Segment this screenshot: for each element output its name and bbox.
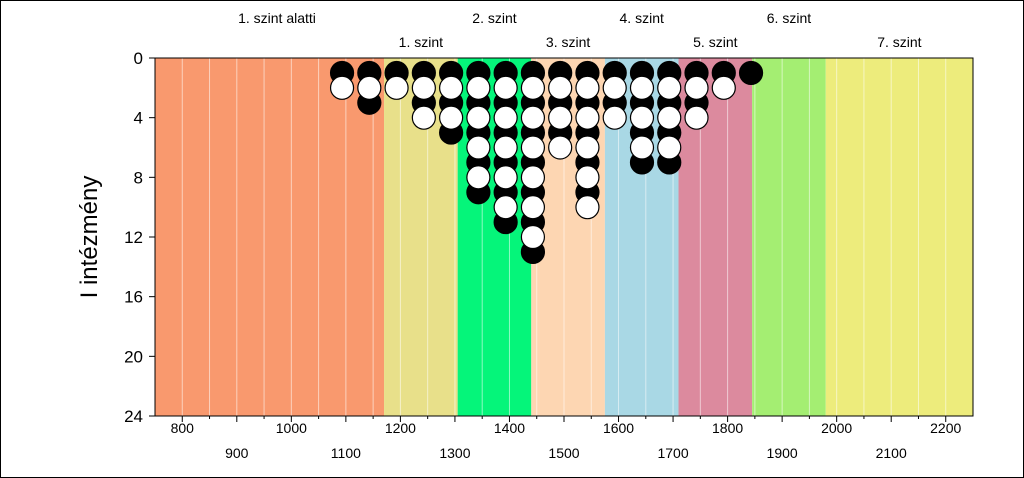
y-tick-label: 24 bbox=[124, 407, 143, 426]
x-tick-label: 1100 bbox=[331, 445, 361, 461]
band-label-5: 4. szint bbox=[620, 10, 664, 26]
data-point-white bbox=[602, 75, 627, 100]
data-point-white bbox=[548, 75, 573, 100]
data-point-white bbox=[493, 135, 518, 160]
band-label-2: 1. szint bbox=[399, 34, 443, 50]
data-point-black bbox=[738, 60, 764, 86]
data-point-white bbox=[411, 75, 436, 100]
data-point-white bbox=[493, 165, 518, 190]
data-point-white bbox=[520, 165, 546, 190]
band-1 bbox=[155, 58, 385, 416]
grid-lines bbox=[181, 58, 947, 416]
data-point-white bbox=[684, 75, 709, 100]
data-point-white bbox=[493, 195, 518, 220]
data-point-white bbox=[629, 135, 655, 160]
data-point-white bbox=[520, 105, 546, 130]
band-label-1: 1. szint alatti bbox=[238, 10, 316, 26]
data-point-white bbox=[466, 135, 491, 160]
x-tick-label: 1400 bbox=[494, 420, 525, 436]
y-tick-label: 0 bbox=[134, 49, 143, 68]
data-point-white bbox=[520, 75, 546, 100]
data-point-white bbox=[357, 75, 382, 100]
data-point-white bbox=[657, 135, 682, 160]
data-point-white bbox=[575, 195, 600, 220]
band-label-8: 7. szint bbox=[877, 34, 921, 50]
x-tick-label: 2200 bbox=[930, 420, 961, 436]
x-tick-label: 1600 bbox=[603, 420, 634, 436]
data-point-white bbox=[493, 75, 518, 100]
y-tick-label: 20 bbox=[124, 347, 143, 366]
band-8 bbox=[825, 58, 973, 416]
data-point-white bbox=[711, 75, 736, 100]
axes: 0 4 8 12 16 20 24 800 1000 1200 1400 1600 1800 2000 22… bbox=[124, 49, 961, 461]
data-point-white bbox=[575, 135, 600, 160]
data-point-white bbox=[411, 105, 436, 130]
x-tick-label: 800 bbox=[171, 420, 195, 436]
data-point-white bbox=[629, 75, 655, 100]
data-point-white bbox=[466, 165, 491, 190]
data-points bbox=[329, 60, 764, 265]
data-point-white bbox=[548, 105, 573, 130]
band-labels: 1. szint alatti 1. szint 2. szint 3. szint 4… bbox=[238, 10, 922, 50]
data-point-white bbox=[439, 105, 464, 130]
data-point-white bbox=[520, 195, 546, 220]
band-7 bbox=[752, 58, 826, 416]
data-point-white bbox=[466, 75, 491, 100]
x-tick-label: 2000 bbox=[821, 420, 852, 436]
x-tick-label: 1900 bbox=[767, 445, 798, 461]
data-point-white bbox=[329, 75, 355, 100]
y-tick-label: 8 bbox=[134, 168, 143, 187]
data-point-white bbox=[657, 75, 682, 100]
data-point-white bbox=[548, 135, 573, 160]
band-label-4: 3. szint bbox=[546, 34, 590, 50]
x-tick-label: 1200 bbox=[385, 420, 416, 436]
x-tick-label: 900 bbox=[225, 445, 249, 461]
data-point-white bbox=[602, 105, 627, 130]
data-point-white bbox=[466, 105, 491, 130]
data-point-white bbox=[629, 105, 655, 130]
x-tick-label: 1700 bbox=[657, 445, 688, 461]
y-tick-label: 12 bbox=[124, 228, 143, 247]
data-point-white bbox=[384, 75, 409, 100]
data-point-white bbox=[520, 224, 546, 250]
data-point-white bbox=[520, 135, 546, 160]
data-point-white bbox=[657, 105, 682, 130]
band-label-7: 6. szint bbox=[767, 10, 811, 26]
y-tick-label: 4 bbox=[134, 109, 143, 128]
x-tick-label: 1000 bbox=[276, 420, 307, 436]
x-tick-label: 2100 bbox=[876, 445, 907, 461]
y-tick-label: 16 bbox=[124, 288, 143, 307]
x-tick-label: 1300 bbox=[439, 445, 470, 461]
band-label-3: 2. szint bbox=[472, 10, 516, 26]
data-point-white bbox=[684, 105, 709, 130]
band-label-6: 5. szint bbox=[693, 34, 737, 50]
x-tick-label: 1800 bbox=[712, 420, 743, 436]
x-tick-label: 1500 bbox=[548, 445, 579, 461]
data-point-white bbox=[575, 105, 600, 130]
y-axis-label: I intézmény bbox=[76, 176, 103, 299]
data-point-white bbox=[439, 75, 464, 100]
data-point-white bbox=[493, 105, 518, 130]
data-point-white bbox=[575, 75, 600, 100]
data-point-white bbox=[575, 165, 600, 190]
